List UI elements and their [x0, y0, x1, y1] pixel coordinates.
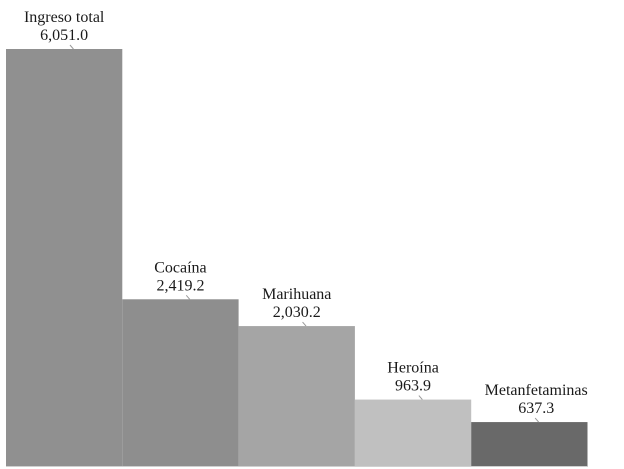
value-label-metanfetaminas: 637.3 [518, 400, 554, 417]
bar-cocaina [122, 299, 239, 466]
category-label-marihuana: Marihuana [262, 286, 331, 303]
leader-line-ingreso-total [69, 44, 74, 50]
category-label-ingreso-total: Ingreso total [24, 9, 105, 26]
bars-group [6, 49, 588, 466]
value-label-ingreso-total: 6,051.0 [40, 27, 88, 44]
value-label-heroina: 963.9 [395, 378, 431, 395]
value-label-marihuana: 2,030.2 [273, 304, 321, 321]
bar-ingreso-total [6, 49, 123, 466]
leader-line-metanfetaminas [534, 417, 540, 423]
category-label-cocaina: Cocaína [154, 259, 206, 276]
category-label-heroina: Heroína [387, 360, 439, 377]
category-label-metanfetaminas: Metanfetaminas [485, 382, 588, 399]
leader-line-heroina [418, 395, 423, 400]
bar-heroina [354, 399, 472, 466]
leader-line-cocaina [185, 294, 191, 300]
bar-marihuana [238, 326, 355, 466]
leader-line-marihuana [302, 321, 307, 327]
bar-metanfetaminas [471, 422, 588, 466]
value-label-cocaina: 2,419.2 [156, 277, 204, 294]
